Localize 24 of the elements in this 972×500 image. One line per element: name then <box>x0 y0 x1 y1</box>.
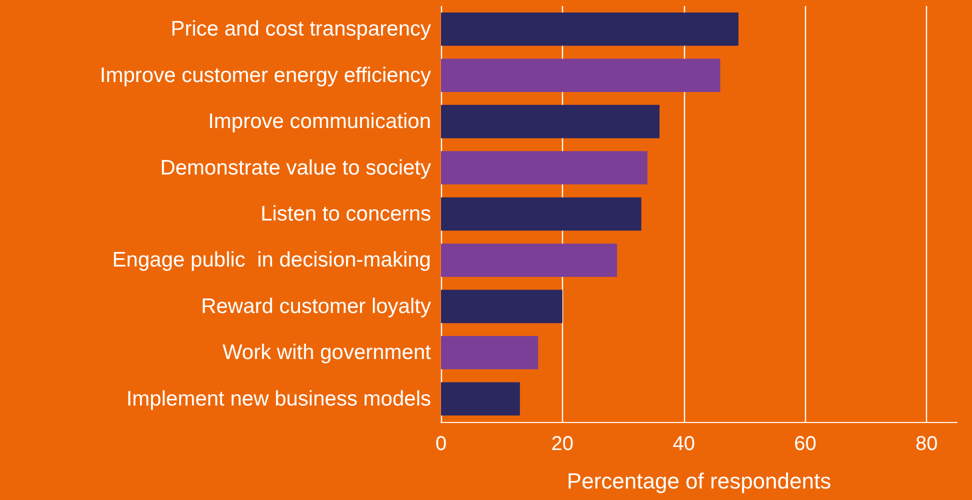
bar <box>441 290 562 324</box>
y-tick-label: Improve communication <box>208 110 431 134</box>
x-tick-label: 20 <box>551 433 574 455</box>
y-tick-label: Price and cost transparency <box>170 18 432 41</box>
bar <box>441 244 618 277</box>
bar <box>441 104 660 138</box>
bar <box>441 151 648 184</box>
bar <box>441 382 520 416</box>
y-tick-label: Implement new business models <box>126 387 431 410</box>
x-tick-label: 0 <box>435 433 447 455</box>
bar <box>441 12 738 46</box>
y-tick-label: Improve customer energy efficiency <box>100 64 432 87</box>
bar <box>441 197 642 231</box>
y-tick-label: Listen to concerns <box>260 202 431 226</box>
y-tick-label: Reward customer loyalty <box>201 294 432 318</box>
y-tick-label: Work with government <box>222 341 432 364</box>
bar <box>441 336 538 370</box>
x-tick-label: 60 <box>794 433 816 455</box>
bar <box>441 58 720 92</box>
x-tick-label: 40 <box>672 433 695 455</box>
y-tick-label: Demonstrate value to society <box>160 156 432 180</box>
x-tick-label: 80 <box>916 433 938 455</box>
x-axis-title: Percentage of respondents <box>566 468 832 494</box>
y-tick-label: Engage public in decision-making <box>112 248 431 272</box>
